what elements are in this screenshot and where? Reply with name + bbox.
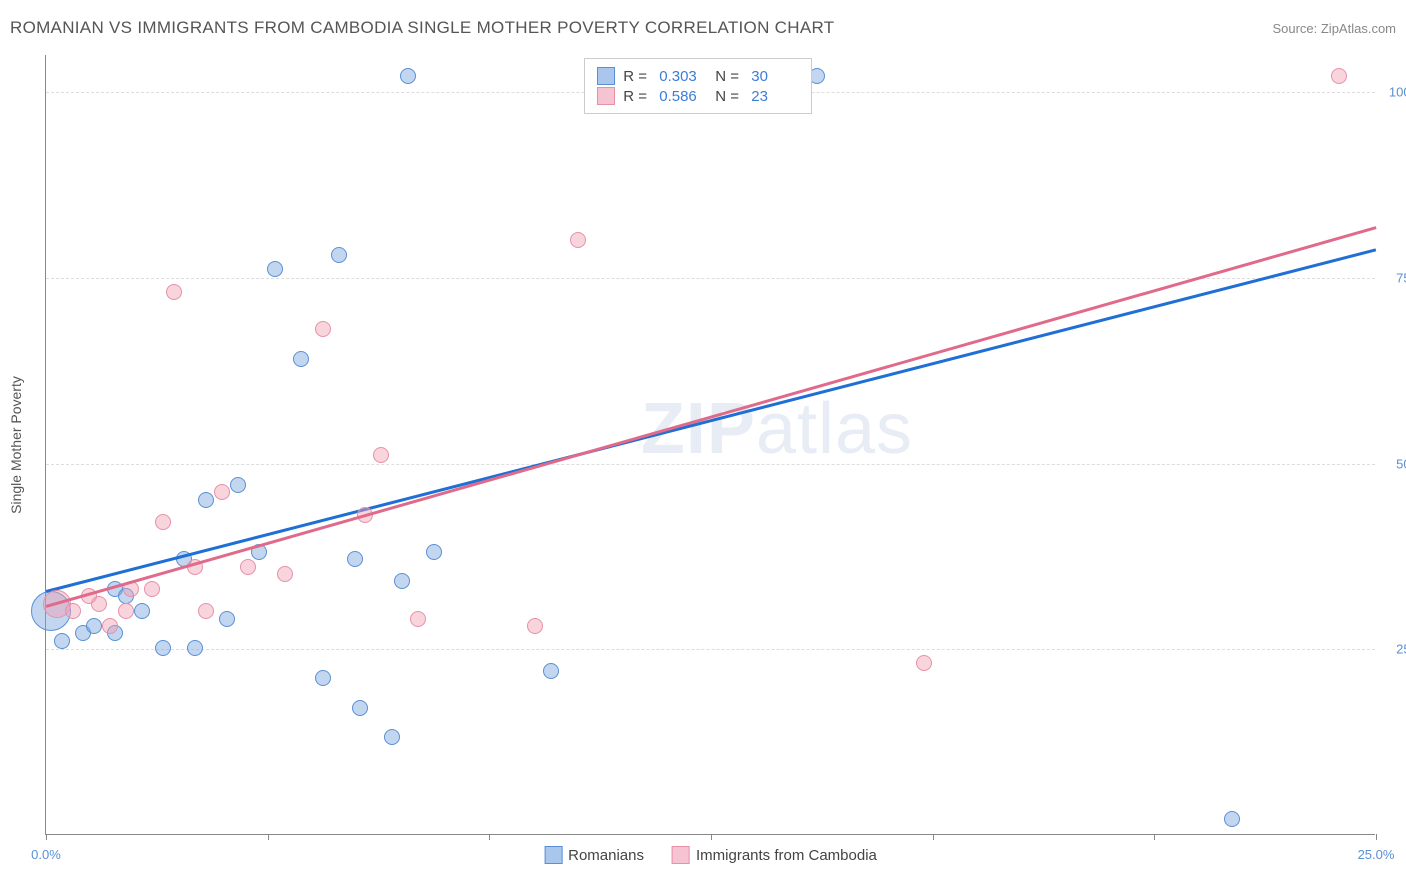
data-point-cambodia (91, 596, 107, 612)
n-label: N = (715, 68, 743, 85)
data-point-romanians (293, 351, 309, 367)
data-point-romanians (54, 633, 70, 649)
watermark-zip: ZIP (641, 389, 756, 469)
r-label: R = (623, 68, 651, 85)
n-value: 30 (751, 68, 799, 85)
data-point-romanians (134, 603, 150, 619)
data-point-romanians (198, 492, 214, 508)
data-point-romanians (352, 700, 368, 716)
data-point-romanians (426, 544, 442, 560)
legend-stats: R = 0.303 N = 30 R = 0.586 N = 23 (584, 58, 812, 114)
x-tick (1376, 834, 1377, 840)
data-point-romanians (331, 247, 347, 263)
y-tick-label: 75.0% (1383, 270, 1406, 285)
data-point-cambodia (65, 603, 81, 619)
data-point-romanians (384, 729, 400, 745)
data-point-romanians (219, 611, 235, 627)
r-label: R = (623, 88, 651, 105)
gridline (46, 464, 1375, 465)
data-point-cambodia (240, 559, 256, 575)
data-point-romanians (315, 670, 331, 686)
data-point-cambodia (527, 618, 543, 634)
y-tick-label: 100.0% (1383, 85, 1406, 100)
data-point-romanians (1224, 811, 1240, 827)
data-point-cambodia (214, 484, 230, 500)
r-value: 0.586 (659, 88, 707, 105)
legend-swatch (597, 67, 615, 85)
data-point-romanians (400, 68, 416, 84)
data-point-cambodia (1331, 68, 1347, 84)
legend-label: Romanians (568, 847, 644, 864)
data-point-romanians (230, 477, 246, 493)
trend-line-romanians (46, 248, 1377, 592)
data-point-romanians (267, 261, 283, 277)
r-value: 0.303 (659, 68, 707, 85)
legend-label: Immigrants from Cambodia (696, 847, 877, 864)
data-point-romanians (394, 573, 410, 589)
data-point-cambodia (166, 284, 182, 300)
title-bar: ROMANIAN VS IMMIGRANTS FROM CAMBODIA SIN… (10, 18, 1396, 38)
chart-title: ROMANIAN VS IMMIGRANTS FROM CAMBODIA SIN… (10, 18, 834, 38)
legend-item-romanians: Romanians (544, 846, 644, 864)
n-label: N = (715, 88, 743, 105)
data-point-romanians (347, 551, 363, 567)
legend-stats-row-romanians: R = 0.303 N = 30 (597, 67, 799, 85)
data-point-cambodia (916, 655, 932, 671)
n-value: 23 (751, 88, 799, 105)
gridline (46, 649, 1375, 650)
data-point-cambodia (410, 611, 426, 627)
legend-stats-row-cambodia: R = 0.586 N = 23 (597, 87, 799, 105)
data-point-cambodia (102, 618, 118, 634)
x-tick (711, 834, 712, 840)
y-axis-label: Single Mother Poverty (8, 376, 24, 514)
data-point-romanians (543, 663, 559, 679)
data-point-romanians (86, 618, 102, 634)
legend-swatch (544, 846, 562, 864)
x-tick (489, 834, 490, 840)
y-tick-label: 25.0% (1383, 642, 1406, 657)
x-tick-label: 0.0% (31, 847, 61, 862)
data-point-cambodia (277, 566, 293, 582)
data-point-cambodia (570, 232, 586, 248)
x-tick (268, 834, 269, 840)
data-point-cambodia (155, 514, 171, 530)
trend-line-cambodia (46, 226, 1377, 607)
legend-swatch (672, 846, 690, 864)
data-point-cambodia (198, 603, 214, 619)
x-tick (933, 834, 934, 840)
plot-area: Single Mother Poverty ZIPatlas Romanians… (45, 55, 1375, 835)
data-point-cambodia (315, 321, 331, 337)
legend-swatch (597, 87, 615, 105)
data-point-romanians (155, 640, 171, 656)
source-label: Source: ZipAtlas.com (1272, 21, 1396, 36)
legend-series: Romanians Immigrants from Cambodia (544, 846, 877, 864)
x-tick (1154, 834, 1155, 840)
x-tick-label: 25.0% (1358, 847, 1395, 862)
data-point-cambodia (144, 581, 160, 597)
legend-item-cambodia: Immigrants from Cambodia (672, 846, 877, 864)
gridline (46, 278, 1375, 279)
x-tick (46, 834, 47, 840)
data-point-romanians (187, 640, 203, 656)
data-point-cambodia (118, 603, 134, 619)
data-point-cambodia (373, 447, 389, 463)
y-tick-label: 50.0% (1383, 456, 1406, 471)
